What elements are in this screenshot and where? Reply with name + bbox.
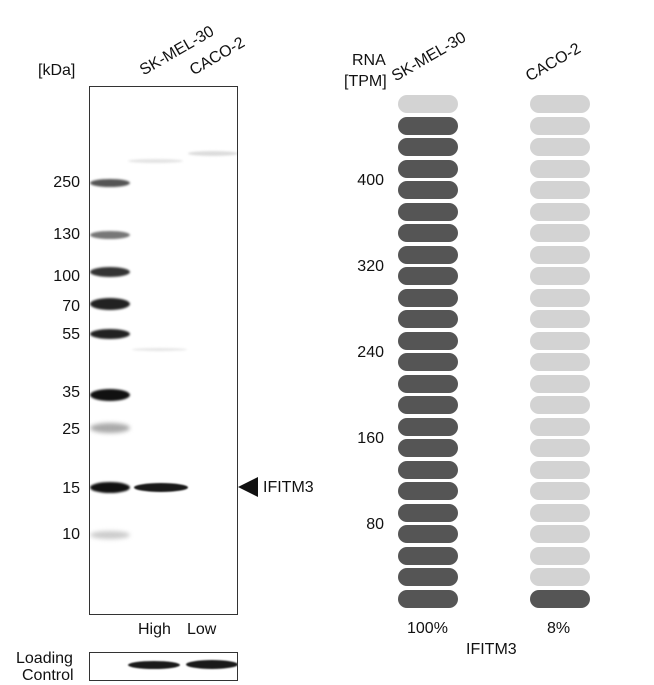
loading-control-blot bbox=[89, 652, 238, 681]
faint-band-top-lane2 bbox=[188, 151, 237, 156]
rna-pill bbox=[530, 546, 590, 565]
ifitm3-band-sk-mel-30 bbox=[134, 483, 188, 492]
rna-bar-column-sk-mel-30 bbox=[398, 0, 458, 620]
marker-label-10: 10 bbox=[62, 526, 80, 543]
rna-pill bbox=[398, 396, 458, 414]
ladder-band-25 bbox=[90, 423, 130, 433]
rna-pill bbox=[530, 288, 590, 307]
rna-pill bbox=[398, 95, 458, 113]
rna-pill bbox=[530, 482, 590, 500]
rna-pill bbox=[398, 417, 458, 436]
loading-band-lane1 bbox=[128, 661, 180, 669]
rna-pill bbox=[398, 589, 458, 608]
kda-unit-label: [kDa] bbox=[38, 62, 76, 79]
rna-pill bbox=[398, 138, 458, 156]
rna-pill bbox=[398, 374, 458, 393]
ladder-band-130 bbox=[90, 231, 130, 239]
rna-pill bbox=[530, 202, 590, 221]
rna-pill bbox=[530, 374, 590, 393]
rna-pill bbox=[530, 460, 590, 479]
rna-pill bbox=[530, 525, 590, 543]
rna-pill bbox=[530, 417, 590, 436]
ladder-band-55 bbox=[90, 329, 130, 339]
ladder-band-100 bbox=[90, 267, 130, 277]
ladder-band-250 bbox=[90, 179, 130, 187]
rna-pill bbox=[398, 482, 458, 500]
rna-pill bbox=[398, 460, 458, 479]
rna-axis-label-line2: [TPM] bbox=[344, 73, 387, 90]
rna-pill bbox=[530, 331, 590, 350]
loading-band-lane2 bbox=[186, 660, 237, 669]
rna-pill bbox=[530, 95, 590, 113]
rna-pill bbox=[398, 224, 458, 242]
rna-pill bbox=[530, 138, 590, 156]
rna-pill bbox=[530, 353, 590, 371]
rna-pill bbox=[530, 267, 590, 285]
rna-tick-400: 400 bbox=[357, 172, 384, 189]
ladder-band-10 bbox=[90, 531, 130, 539]
rna-pill bbox=[398, 245, 458, 264]
target-label: IFITM3 bbox=[263, 479, 314, 496]
rna-axis-label-line1: RNA bbox=[352, 52, 386, 69]
rna-pill bbox=[398, 525, 458, 543]
rna-pill bbox=[398, 546, 458, 565]
rna-tick-320: 320 bbox=[357, 258, 384, 275]
rna-pill bbox=[398, 116, 458, 135]
expression-level-high: High bbox=[138, 621, 171, 638]
rna-pill bbox=[398, 439, 458, 457]
rna-tick-80: 80 bbox=[366, 516, 384, 533]
rna-pill bbox=[530, 310, 590, 328]
rna-pill bbox=[398, 288, 458, 307]
rna-gene-label: IFITM3 bbox=[466, 641, 517, 658]
rna-pill bbox=[398, 310, 458, 328]
rna-pill bbox=[530, 439, 590, 457]
rna-pill bbox=[398, 159, 458, 178]
marker-label-250: 250 bbox=[53, 174, 80, 191]
ladder-band-70 bbox=[90, 298, 130, 310]
target-arrow-icon bbox=[238, 477, 258, 497]
rna-pill bbox=[530, 568, 590, 586]
rna-pill bbox=[398, 267, 458, 285]
rna-pill bbox=[530, 181, 590, 199]
rna-pill bbox=[530, 589, 590, 608]
ladder-band-15 bbox=[90, 482, 130, 493]
rna-tick-160: 160 bbox=[357, 430, 384, 447]
rna-pill bbox=[398, 202, 458, 221]
rna-percent-sk-mel-30: 100% bbox=[407, 620, 448, 637]
rna-pill bbox=[398, 568, 458, 586]
faint-band-top-lane1 bbox=[128, 159, 183, 163]
marker-label-55: 55 bbox=[62, 326, 80, 343]
marker-label-130: 130 bbox=[53, 226, 80, 243]
loading-control-label-line2: Control bbox=[22, 667, 74, 684]
rna-pill bbox=[530, 224, 590, 242]
loading-control-label-line1: Loading bbox=[16, 650, 73, 667]
marker-label-25: 25 bbox=[62, 421, 80, 438]
rna-pill bbox=[398, 181, 458, 199]
marker-label-70: 70 bbox=[62, 298, 80, 315]
rna-tick-240: 240 bbox=[357, 344, 384, 361]
marker-label-100: 100 bbox=[53, 268, 80, 285]
rna-pill bbox=[398, 353, 458, 371]
western-blot-image bbox=[89, 86, 238, 615]
rna-pill bbox=[530, 396, 590, 414]
rna-bar-column-caco-2 bbox=[530, 0, 590, 620]
expression-level-low: Low bbox=[187, 621, 217, 638]
rna-pill bbox=[398, 331, 458, 350]
rna-pill bbox=[530, 245, 590, 264]
rna-pill bbox=[530, 159, 590, 178]
rna-pill bbox=[530, 116, 590, 135]
rna-pill bbox=[398, 503, 458, 522]
marker-label-35: 35 bbox=[62, 384, 80, 401]
marker-label-15: 15 bbox=[62, 480, 80, 497]
rna-percent-caco-2: 8% bbox=[547, 620, 571, 637]
ladder-band-35 bbox=[90, 389, 130, 401]
faint-band-mid-lane1 bbox=[132, 348, 187, 351]
rna-pill bbox=[530, 503, 590, 522]
